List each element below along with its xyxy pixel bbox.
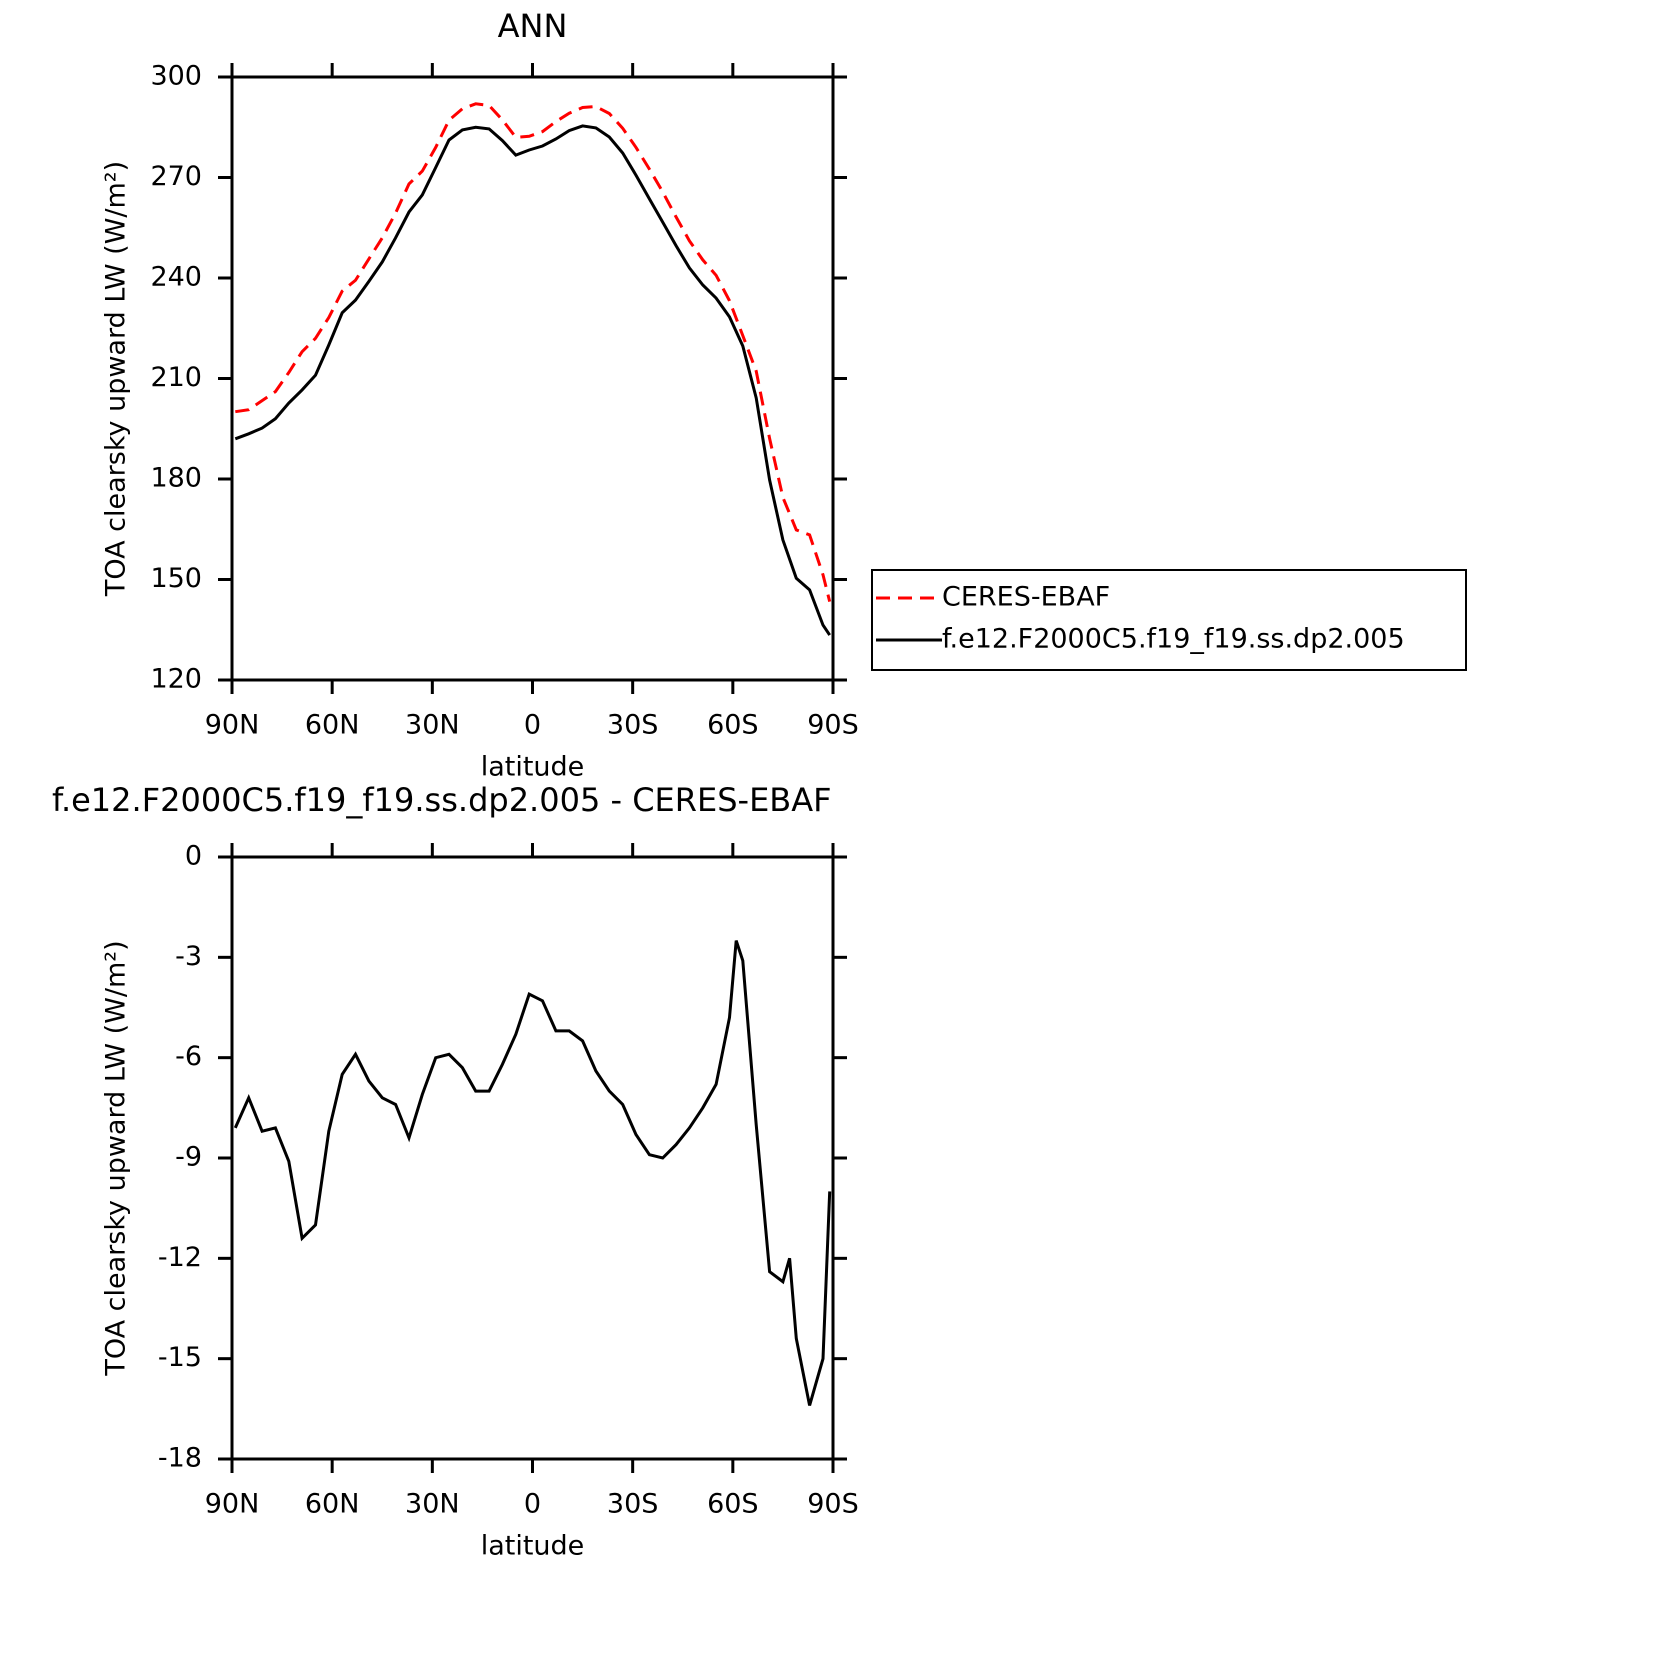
x-tick-label: 90N (205, 710, 260, 741)
legend-label: f.e12.F2000C5.f19_f19.ss.dp2.005 (942, 624, 1405, 655)
y-tick-label: -6 (175, 1041, 202, 1072)
legend-box (871, 569, 1467, 671)
chart-title: f.e12.F2000C5.f19_f19.ss.dp2.005 - CERES… (52, 781, 832, 819)
y-tick-label: 180 (150, 463, 202, 494)
y-tick-label: 270 (150, 161, 202, 192)
x-tick-label: 30S (607, 1489, 659, 1520)
y-tick-label: -12 (158, 1242, 202, 1273)
x-tick-label: 90S (807, 1489, 859, 1520)
y-tick-label: -18 (158, 1443, 202, 1474)
y-axis-label: TOA clearsky upward LW (W/m²) (101, 940, 132, 1376)
y-tick-label: 150 (150, 563, 202, 594)
x-tick-label: 90S (807, 710, 859, 741)
x-tick-label: 0 (524, 1489, 541, 1520)
legend-label: CERES-EBAF (942, 582, 1110, 613)
x-axis-label: latitude (481, 752, 585, 783)
data-line (235, 102, 832, 602)
y-tick-label: 210 (150, 362, 202, 393)
y-tick-label: 120 (150, 664, 202, 695)
chart-title: ANN (498, 7, 568, 45)
x-tick-label: 60N (305, 1489, 360, 1520)
x-tick-label: 60S (707, 1489, 759, 1520)
y-tick-label: -15 (158, 1342, 202, 1373)
data-line (233, 940, 832, 1406)
x-tick-label: 30N (405, 1489, 460, 1520)
y-tick-label: -3 (175, 941, 202, 972)
x-axis-label: latitude (481, 1531, 585, 1562)
y-tick-label: 0 (185, 841, 202, 872)
plot-frame (230, 75, 835, 682)
data-line (234, 124, 831, 636)
y-tick-label: 300 (150, 61, 202, 92)
x-tick-label: 90N (205, 1489, 260, 1520)
x-tick-label: 30N (405, 710, 460, 741)
plot-frame (230, 855, 835, 1461)
y-tick-label: 240 (150, 262, 202, 293)
y-tick-label: -9 (175, 1142, 202, 1173)
x-tick-label: 60N (305, 710, 360, 741)
x-tick-label: 0 (524, 710, 541, 741)
y-axis-label: TOA clearsky upward LW (W/m²) (101, 161, 132, 597)
x-tick-label: 60S (707, 710, 759, 741)
x-tick-label: 30S (607, 710, 659, 741)
